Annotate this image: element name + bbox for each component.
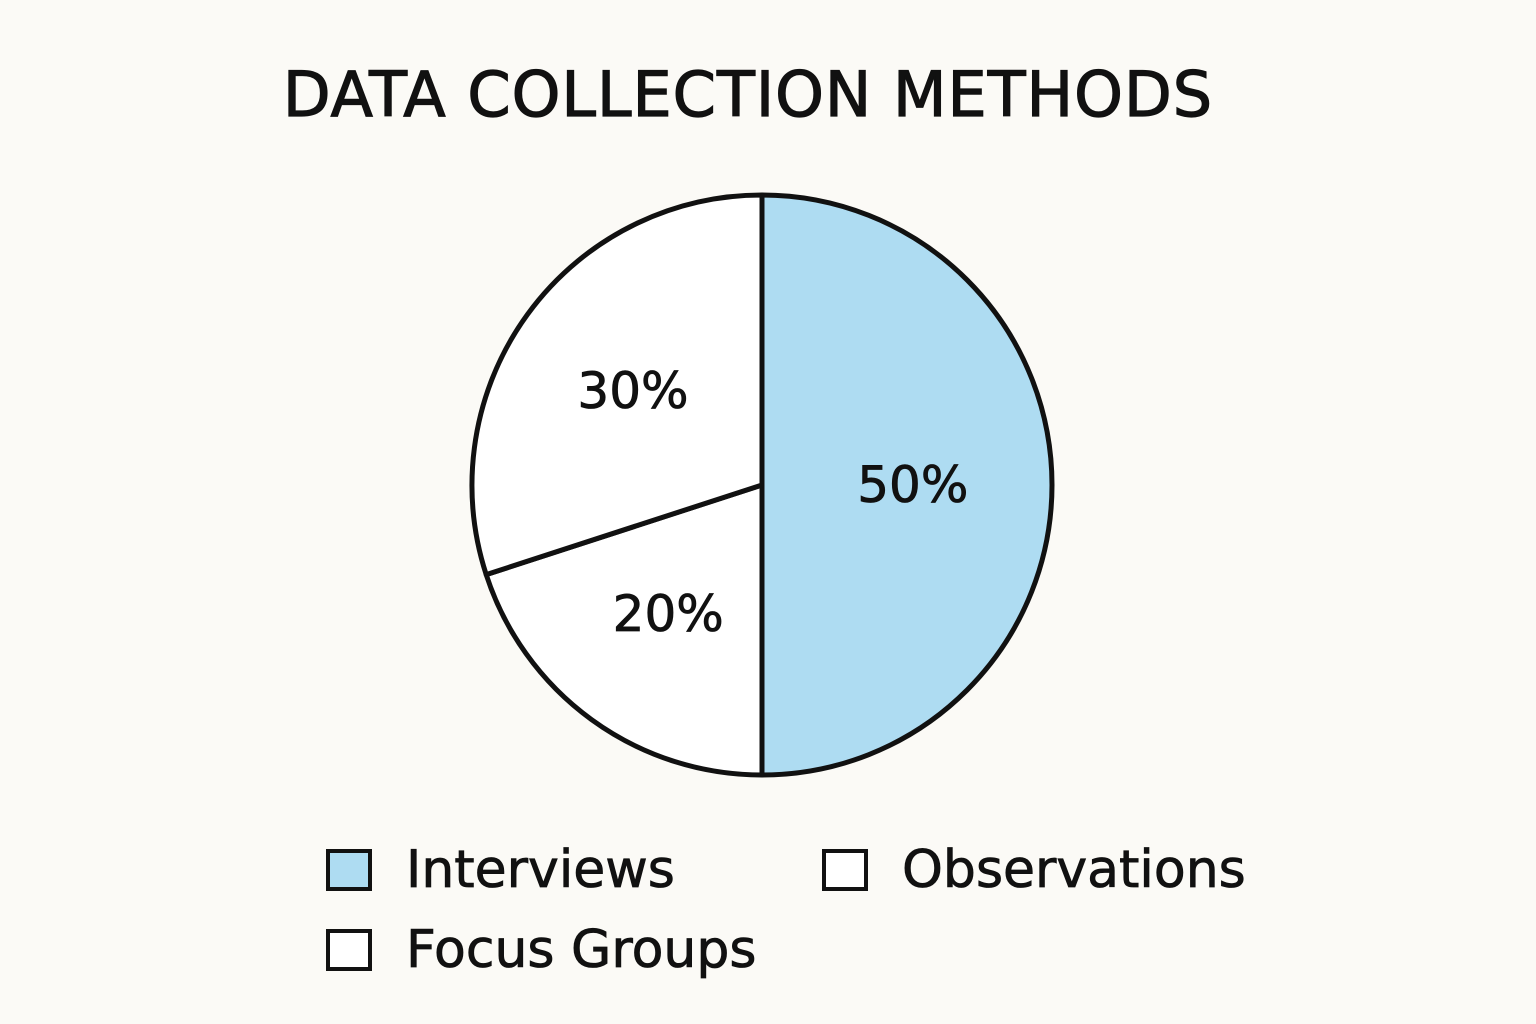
legend-swatch-interviews xyxy=(326,849,372,891)
legend-label-observations: Observations xyxy=(902,840,1247,901)
pie-slice-interviews xyxy=(759,192,1055,778)
legend-swatch-observations xyxy=(822,849,868,891)
chart-title: DATA COLLECTION METHODS xyxy=(282,57,1214,131)
legend-item-focus-groups: Focus Groups xyxy=(326,920,757,981)
legend-label-focus-groups: Focus Groups xyxy=(406,920,757,981)
pie-label-focus-groups: 20% xyxy=(613,585,724,643)
legend-label-interviews: Interviews xyxy=(406,840,676,901)
pie-label-interviews: 50% xyxy=(857,456,968,514)
pie-slices xyxy=(469,192,1055,778)
pie-label-observations: 30% xyxy=(577,362,688,420)
legend-item-interviews: Interviews xyxy=(326,840,675,900)
pie-slice-focus-groups xyxy=(483,482,765,778)
legend-item-observations: Observations xyxy=(822,840,1246,900)
pie-slice-observations xyxy=(469,192,765,578)
legend-swatch-focus-groups xyxy=(326,929,372,971)
pie-labels: 50% 20% 30% xyxy=(577,362,969,644)
